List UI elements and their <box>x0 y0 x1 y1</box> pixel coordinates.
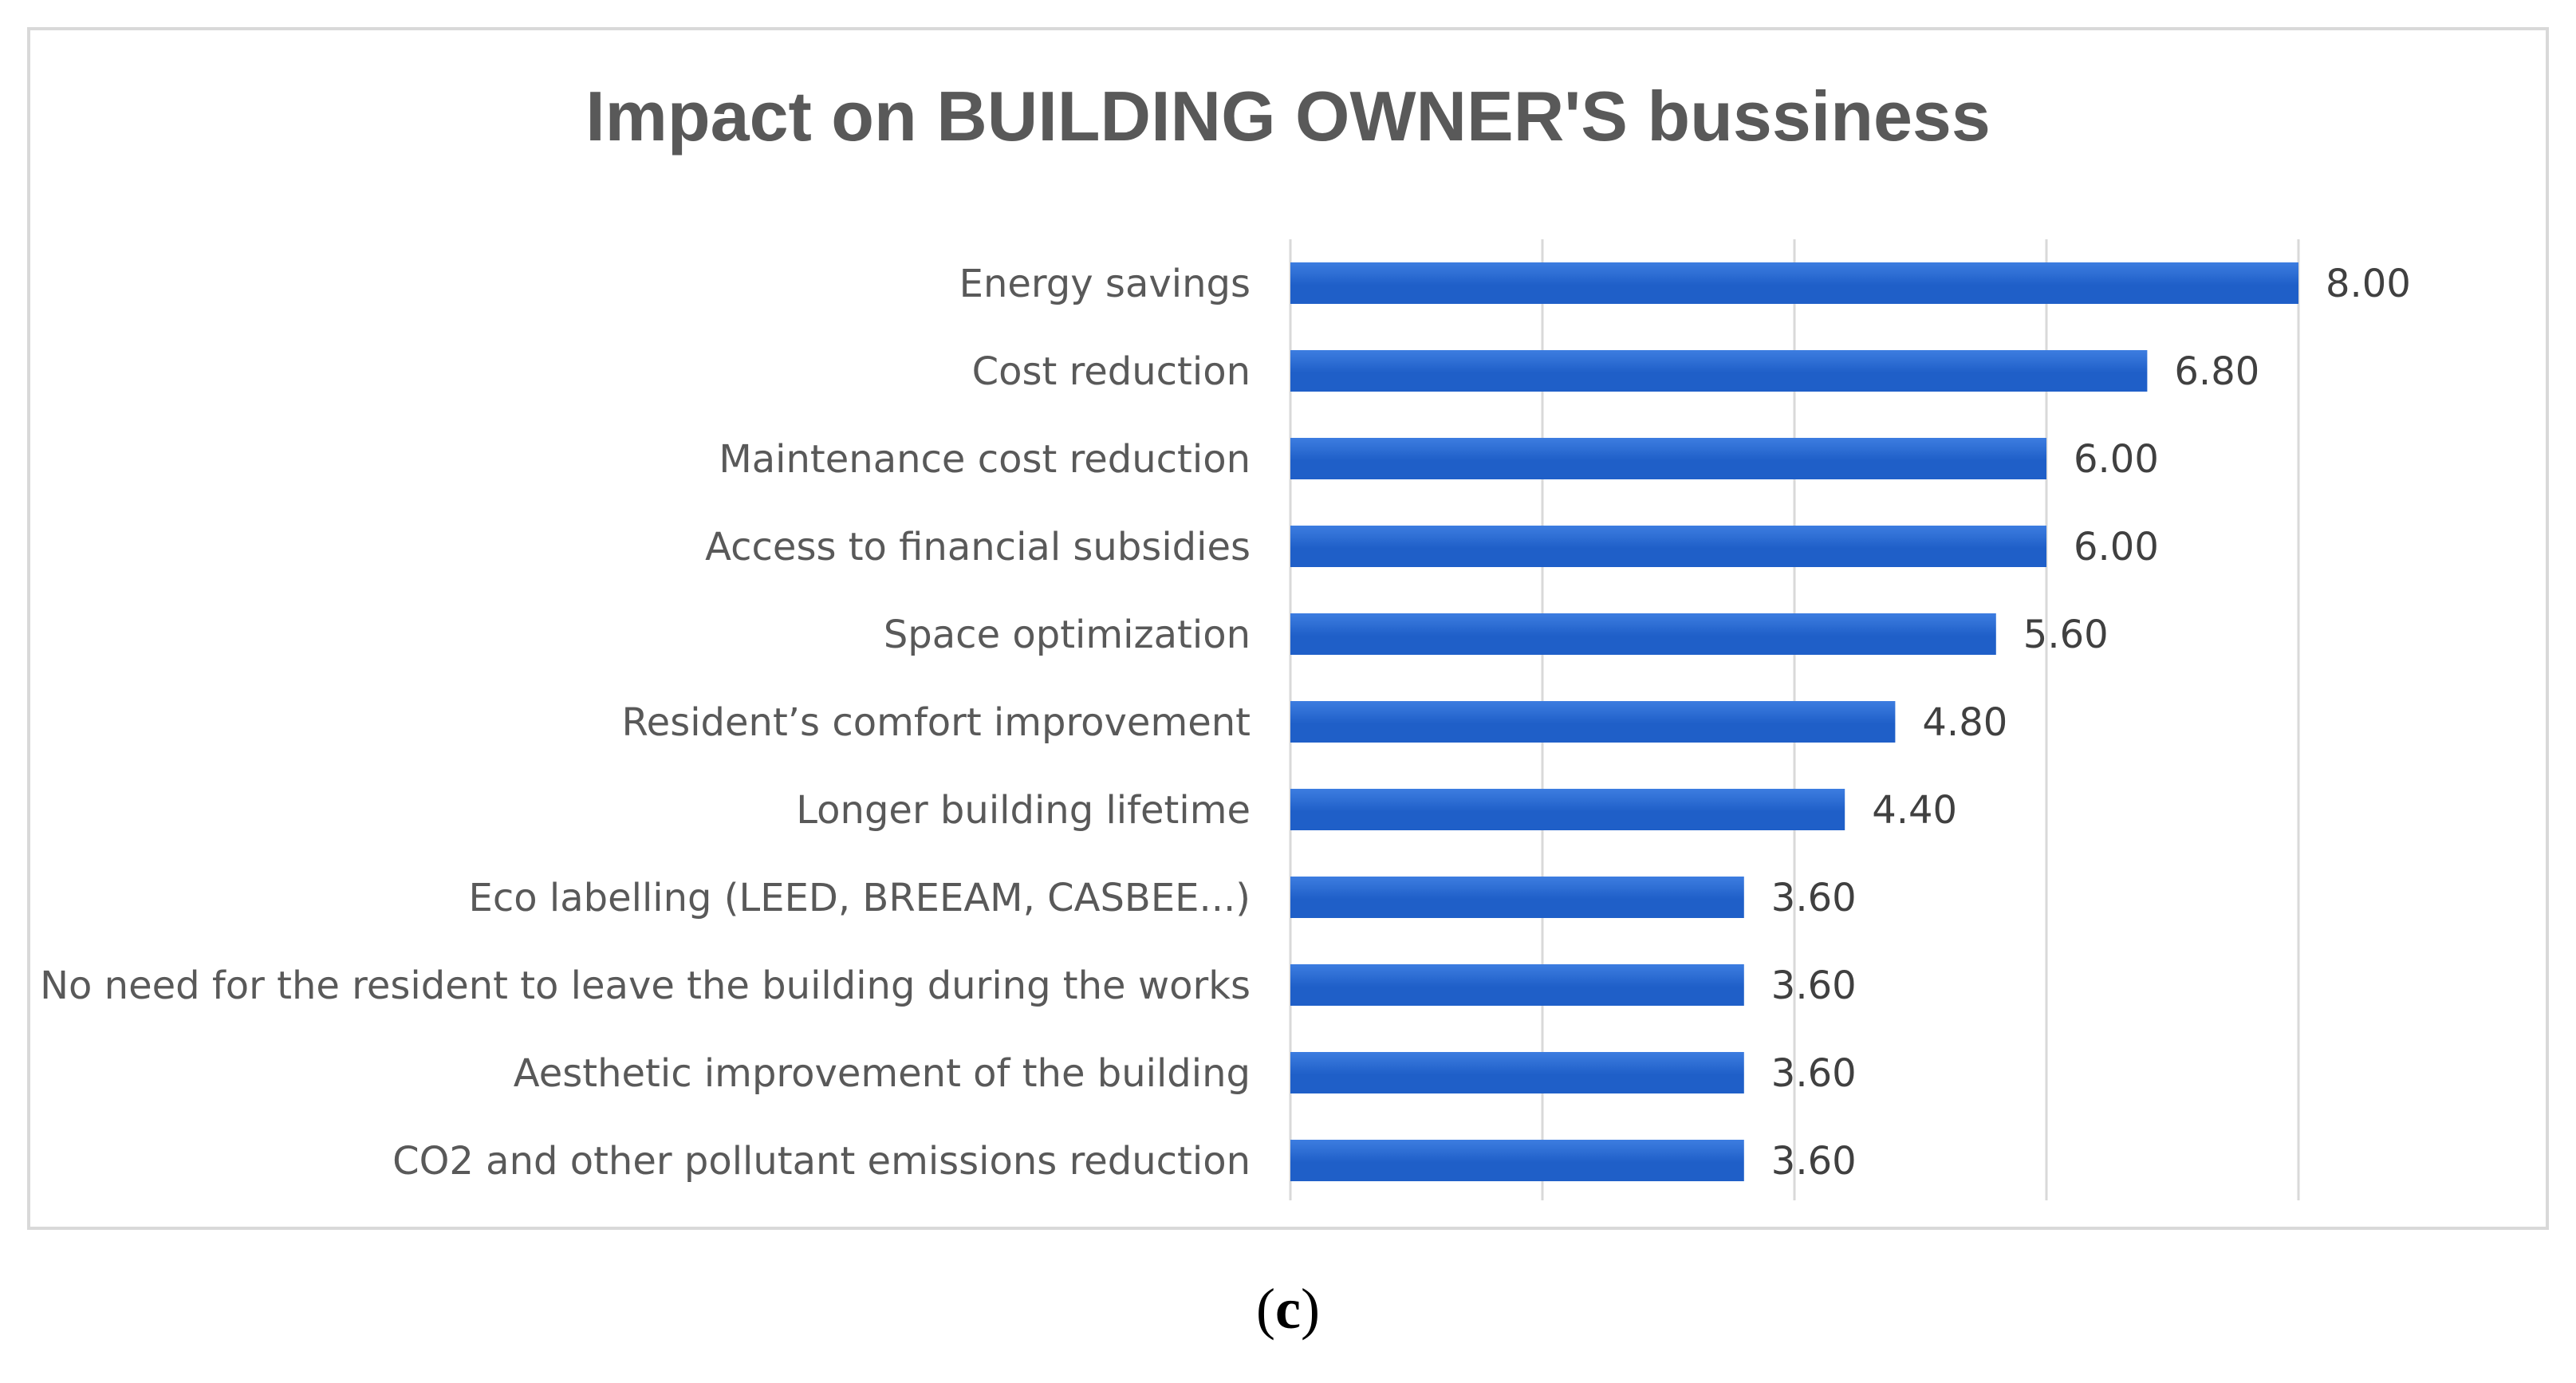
value-label: 6.00 <box>2074 437 2159 482</box>
category-label: CO2 and other pollutant emissions reduct… <box>392 1139 1251 1184</box>
bar <box>1290 526 2046 567</box>
value-label: 3.60 <box>1771 876 1857 920</box>
bar <box>1290 964 1744 1006</box>
category-label: Maintenance cost reduction <box>719 437 1251 482</box>
category-labels: Energy savings Cost reduction Maintenance … <box>40 262 1251 1184</box>
value-label: 5.60 <box>2023 613 2109 657</box>
category-label: Resident’s comfort improvement <box>621 700 1251 745</box>
bar <box>1290 438 2046 479</box>
bar <box>1290 1140 1744 1181</box>
category-label: Eco labelling (LEED, BREEAM, CASBEE...) <box>469 876 1251 920</box>
value-label: 6.00 <box>2074 525 2159 569</box>
bar <box>1290 350 2148 392</box>
category-label: Access to financial subsidies <box>705 525 1251 569</box>
value-label: 3.60 <box>1771 1139 1857 1184</box>
category-label: Cost reduction <box>972 349 1251 394</box>
caption-close: ) <box>1300 1277 1320 1341</box>
bar <box>1290 789 1845 830</box>
bar <box>1290 1052 1744 1093</box>
value-label: 8.00 <box>2326 262 2411 306</box>
category-label: Space optimization <box>884 613 1251 657</box>
bar <box>1290 262 2298 304</box>
category-label: Energy savings <box>959 262 1251 306</box>
caption-letter: c <box>1275 1277 1301 1341</box>
chart-title: Impact on BUILDING OWNER'S bussiness <box>585 77 1991 156</box>
chart-frame <box>27 27 2549 1230</box>
figure-caption: (c) <box>0 1276 2576 1342</box>
category-label: Aesthetic improvement of the building <box>514 1051 1251 1096</box>
bars <box>1290 262 2298 1181</box>
value-label: 3.60 <box>1771 1051 1857 1096</box>
category-label: No need for the resident to leave the bu… <box>40 963 1251 1008</box>
bar <box>1290 701 1896 743</box>
bar-chart: Impact on BUILDING OWNER'S bussiness Ene… <box>40 77 2411 1200</box>
bar <box>1290 877 1744 918</box>
value-label: 4.80 <box>1922 700 2007 745</box>
bar <box>1290 613 1996 655</box>
caption-open: ( <box>1256 1277 1276 1341</box>
value-labels: 8.00 6.80 6.00 6.00 5.60 4.80 4.40 3.60 3.60 3.60… <box>1771 262 2411 1184</box>
category-label: Longer building lifetime <box>796 788 1251 833</box>
value-label: 4.40 <box>1872 788 1957 833</box>
value-label: 3.60 <box>1771 963 1857 1008</box>
value-label: 6.80 <box>2174 349 2259 394</box>
